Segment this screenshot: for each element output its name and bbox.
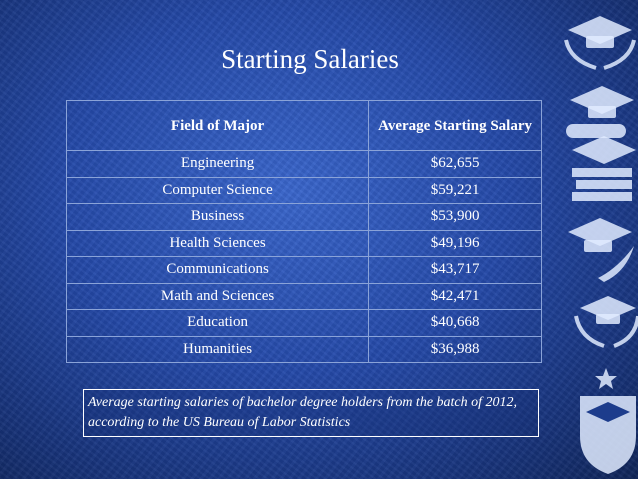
major-cell: Computer Science [65,176,370,204]
salary-table: Field of Major Average Starting Salary E… [65,100,542,363]
major-cell: Communications [65,256,370,284]
major-cell: Humanities [65,335,370,363]
salary-cell: $53,900 [368,203,542,231]
graduation-decorations [564,16,638,474]
major-cell: Business [65,203,370,231]
table-row: Education $40,668 [65,309,542,337]
major-cell: Health Sciences [65,229,370,257]
salary-cell: $62,655 [368,150,542,178]
major-cell: Engineering [65,150,370,178]
major-cell: Education [65,309,370,337]
graduation-cap-laurel-icon [574,296,638,348]
graduation-cap-laurel-icon [564,16,636,70]
table-header-row: Field of Major Average Starting Salary [65,100,542,151]
table-row: Engineering $62,655 [65,150,542,178]
salary-cell: $40,668 [368,309,542,337]
salary-cell: $59,221 [368,176,542,204]
major-cell: Math and Sciences [65,282,370,310]
graduation-cap-shield-icon [580,368,636,474]
salary-cell: $49,196 [368,229,542,257]
table-row: Computer Science $59,221 [65,176,542,204]
header-average-salary: Average Starting Salary [368,100,542,151]
source-caption: Average starting salaries of bachelor de… [83,389,539,437]
salary-cell: $36,988 [368,335,542,363]
graduation-cap-books-icon [572,136,636,201]
table-row: Health Sciences $49,196 [65,229,542,257]
table-row: Business $53,900 [65,203,542,231]
table-row: Communications $43,717 [65,256,542,284]
graduation-cap-quill-icon [568,218,634,282]
salary-cell: $42,471 [368,282,542,310]
graduation-cap-diploma-icon [566,86,634,138]
header-field-of-major: Field of Major [65,100,370,151]
page-title: Starting Salaries [221,44,399,74]
table-row: Humanities $36,988 [65,335,542,363]
salary-cell: $43,717 [368,256,542,284]
table-row: Math and Sciences $42,471 [65,282,542,310]
